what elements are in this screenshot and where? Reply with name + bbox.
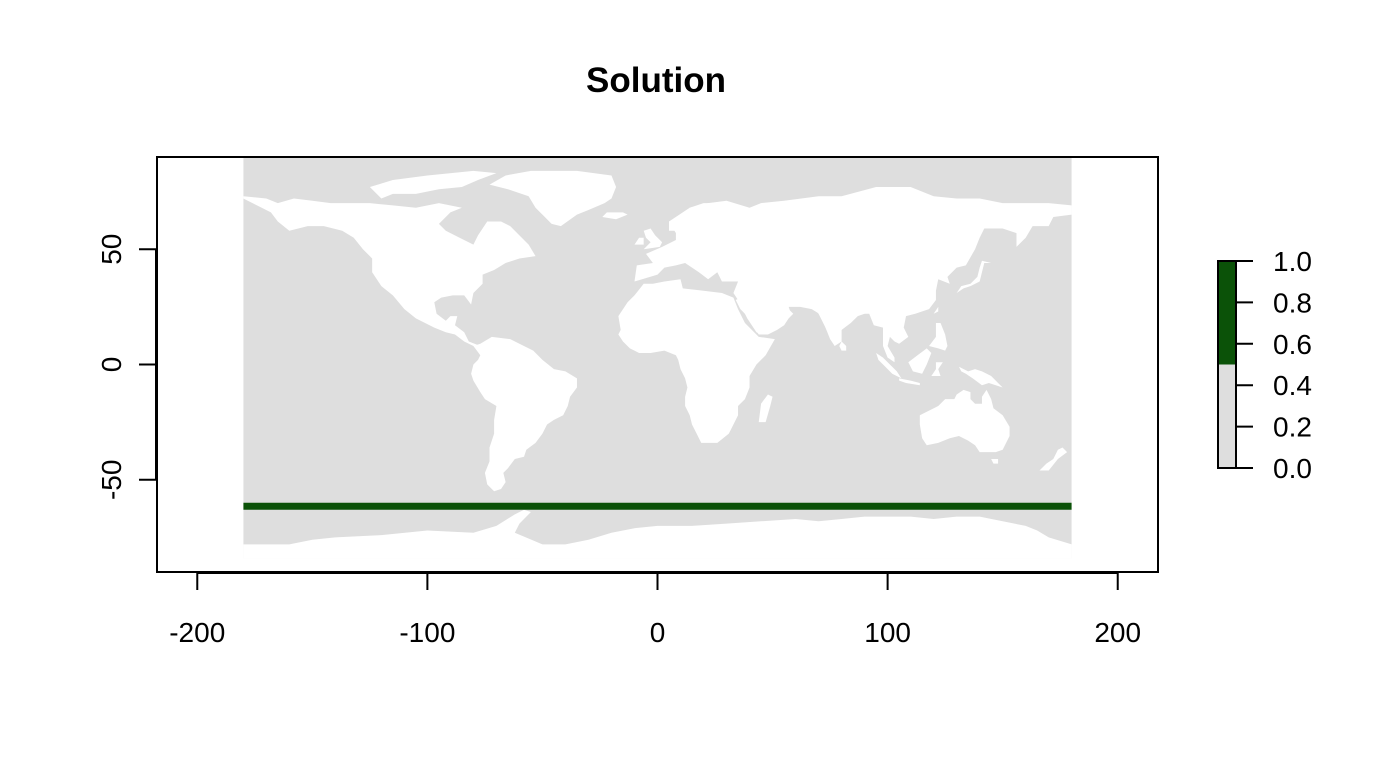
- legend-tick-label: 0.6: [1273, 329, 1312, 360]
- x-tick-label: 200: [1094, 617, 1141, 648]
- sumatra: [876, 352, 902, 379]
- greenland: [489, 170, 617, 227]
- madagascar: [758, 394, 773, 423]
- antarctica: [243, 509, 1072, 559]
- legend-frame: [1217, 260, 1237, 469]
- india: [813, 302, 865, 347]
- borneo: [908, 348, 932, 374]
- x-tick-label: 0: [650, 617, 666, 648]
- legend-swatch: [1218, 261, 1236, 365]
- legend-tick-label: 1.0: [1273, 246, 1312, 277]
- new-guinea: [958, 366, 1003, 388]
- north-america: [243, 196, 536, 347]
- y-axis: -50 0 50: [96, 234, 157, 500]
- y-tick-label: 50: [96, 234, 127, 265]
- taiwan: [933, 306, 939, 314]
- legend-tick-label: 0.0: [1273, 453, 1312, 484]
- legend-tick-label: 0.8: [1273, 287, 1312, 318]
- iceland: [602, 212, 628, 220]
- y-tick-label: -50: [96, 460, 127, 500]
- sulawesi: [931, 362, 943, 377]
- x-tick-label: -100: [399, 617, 455, 648]
- south-america: [471, 336, 577, 492]
- scandinavia: [669, 203, 722, 236]
- land-mask: [243, 170, 1072, 559]
- y-tick-label: 0: [96, 357, 127, 373]
- x-tick-label: 100: [864, 617, 911, 648]
- x-axis: -200 -100 0 100 200: [169, 572, 1141, 648]
- java: [899, 378, 920, 386]
- australia: [919, 389, 1010, 453]
- ireland: [634, 237, 644, 245]
- sri-lanka: [839, 341, 847, 351]
- tasmania: [991, 459, 999, 464]
- eurasia: [634, 186, 1072, 363]
- legend-tick-label: 0.2: [1273, 412, 1312, 443]
- new-zealand: [1039, 447, 1068, 471]
- raster-layer: [243, 157, 1072, 559]
- great-britain: [643, 228, 663, 250]
- japan: [956, 260, 992, 294]
- legend-swatch: [1218, 364, 1236, 468]
- africa: [618, 279, 775, 443]
- arabia: [735, 295, 794, 335]
- chart-title: Solution: [586, 61, 726, 100]
- canadian-archipelago: [369, 170, 497, 199]
- x-tick-label: -200: [169, 617, 225, 648]
- philippines: [929, 323, 948, 351]
- legend-tick-label: 0.4: [1273, 370, 1312, 401]
- legend: 0.0 0.2 0.4 0.6 0.8 1.0: [1217, 246, 1312, 484]
